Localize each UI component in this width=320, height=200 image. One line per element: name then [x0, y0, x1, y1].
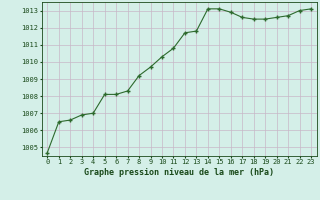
X-axis label: Graphe pression niveau de la mer (hPa): Graphe pression niveau de la mer (hPa)	[84, 168, 274, 177]
